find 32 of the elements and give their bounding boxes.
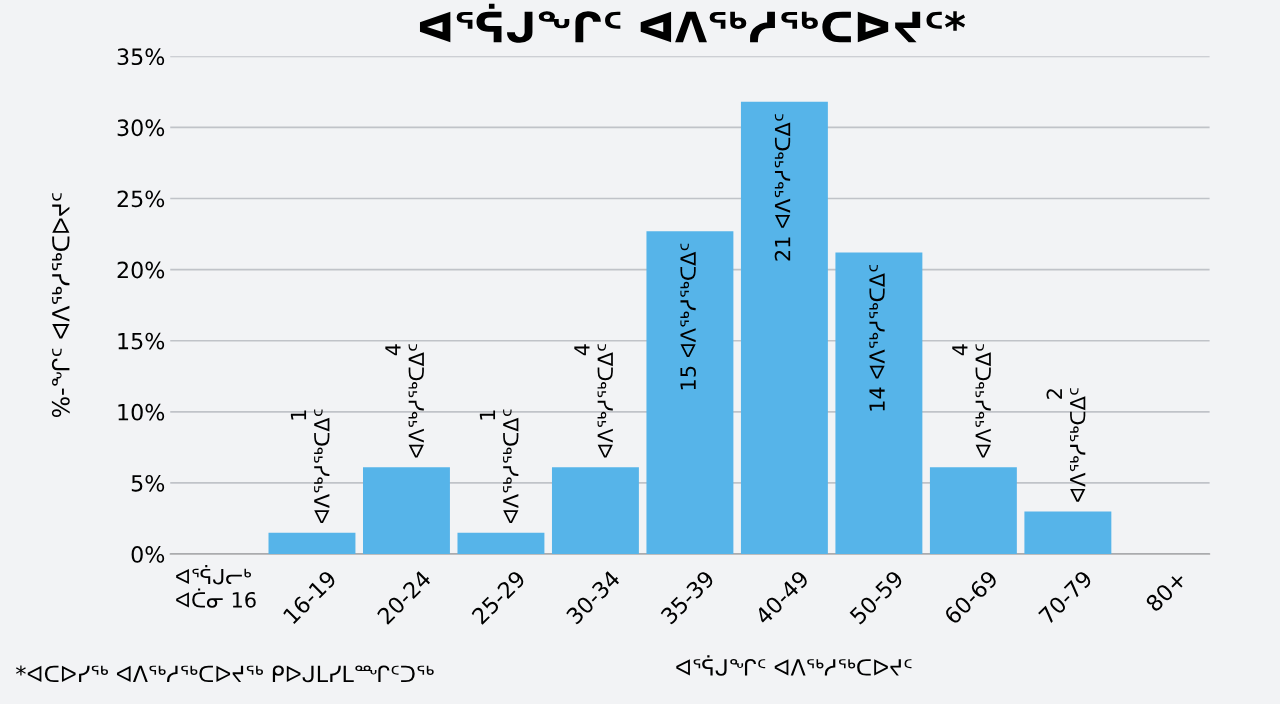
bar <box>929 467 1017 555</box>
x-tick-label: 80+ <box>1144 570 1188 613</box>
chart-title: ᐊᕐᕌᒍᖏᑦ ᐊᐱᖅᓱᖅᑕᐅᔪᑦ* <box>419 3 966 43</box>
annotation: 1 ᐊᐱᖅᓱᖅᑕᐃᑦ <box>290 409 330 523</box>
y-axis-title: %-ᖏᑦ ᐊᐱᖅᓱᖅᑕᐅᔪᑦ <box>51 193 70 418</box>
annotation: 15 ᐊᐱᖅᓱᖅᑕᐃᑦ <box>680 243 696 390</box>
y-tick-label: 20% <box>117 261 165 279</box>
bar <box>1024 511 1112 555</box>
y-tick-label: 15% <box>118 332 165 350</box>
annotation: 4 ᐊᐱᖅᓱᖅᑕᐃᑦ <box>952 344 991 458</box>
bar <box>362 467 450 555</box>
annotation: 4 ᐊᐱᖅᓱᖅᑕᐃᑦ <box>574 344 613 458</box>
bar <box>268 532 356 555</box>
bar <box>551 467 639 555</box>
y-tick-label: 0% <box>131 546 165 563</box>
annotation: 2 ᐊᐱᖅᓱᖅᑕᐃᑦ <box>1046 388 1086 502</box>
bar <box>740 101 828 555</box>
bar <box>835 252 923 555</box>
annotation: 1 ᐊᐱᖅᓱᖅᑕᐃᑦ <box>479 409 519 523</box>
y-tick-label: 10% <box>118 403 165 421</box>
y-tick-label: 30% <box>117 119 165 137</box>
y-tick-label: 5% <box>131 474 165 492</box>
y-tick-label: 25% <box>117 190 165 208</box>
annotation: 4 ᐊᐱᖅᓱᖅᑕᐃᑦ <box>385 344 424 458</box>
bar <box>457 532 545 555</box>
bar <box>646 231 734 555</box>
x-tick-label: ᐊᕐᕌᒍᓕᒃ ᐊᑖᓂ 16 <box>176 565 256 608</box>
text: *ᐊᑕᐅᓯᖅ ᐊᐱᖅᓱᖅᑕᐅᔪᖅ ᑭᐅᒍᒪᓯᒪᙱᑦᑐᖅ <box>16 665 434 683</box>
y-tick-label: 35% <box>117 48 165 66</box>
x-axis-title: ᐊᕐᕌᒍᖏᑦ ᐊᐱᖅᓱᖅᑕᐅᔪᑦ <box>676 655 912 676</box>
annotation: 21 ᐊᐱᖅᓱᖅᑕᐃᑦ <box>774 114 791 261</box>
annotation: 14 ᐊᐱᖅᓱᖅᑕᐃᑦ <box>869 265 885 411</box>
